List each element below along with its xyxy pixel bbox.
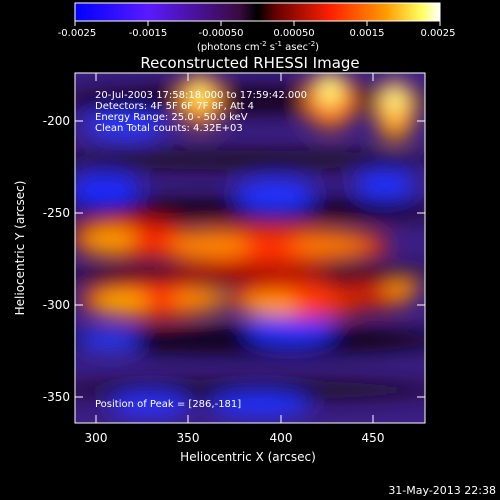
colorbar-tick-label: 0.0025 (421, 28, 456, 39)
colorbar-tick-label: -0.0025 (58, 28, 97, 39)
plot-title: Reconstructed RHESSI Image (140, 54, 359, 72)
annotation-peak: Position of Peak = [286,-181] (95, 399, 241, 410)
colorbar-ticks (74, 21, 441, 26)
colorbar-gradient (74, 2, 441, 22)
footer-timestamp: 31-May-2013 22:38 (388, 484, 496, 497)
y-axis-ticks (75, 120, 425, 398)
y-tick-label: -200 (43, 114, 70, 128)
annotation-detectors: Detectors: 4F 5F 6F 7F 8F, Att 4 (95, 101, 254, 112)
rhessi-image (75, 73, 425, 423)
colorbar-tick-label: -0.0015 (129, 28, 168, 39)
annotation-energy: Energy Range: 25.0 - 50.0 keV (95, 112, 248, 123)
y-tick-label: -350 (43, 390, 70, 404)
x-tick-label: 350 (177, 431, 200, 445)
x-axis-ticks (95, 73, 374, 423)
colorbar-tick-label: 0.0015 (350, 28, 385, 39)
colorbar-tick-label: -0.00050 (199, 28, 244, 39)
colorbar-tick-label: 0.00050 (273, 28, 314, 39)
y-axis-label: Heliocentric Y (arcsec) (13, 181, 27, 316)
image-frame (74, 72, 426, 424)
annotation-clean: Clean Total counts: 4.32E+03 (95, 123, 243, 134)
annotation-time: 20-Jul-2003 17:58:18.000 to 17:59:42.000 (95, 90, 307, 101)
x-tick-label: 400 (270, 431, 293, 445)
y-tick-label: -300 (43, 298, 70, 312)
colorbar: -0.0025 -0.0015 -0.00050 0.00050 0.0015 … (58, 2, 456, 53)
y-tick-label: -250 (43, 206, 70, 220)
x-axis-label: Heliocentric X (arcsec) (180, 450, 316, 464)
colorbar-unit-label: (photons cm-2 s-1 asec-2) (197, 40, 319, 53)
x-tick-label: 450 (362, 431, 385, 445)
x-tick-label: 300 (85, 431, 108, 445)
